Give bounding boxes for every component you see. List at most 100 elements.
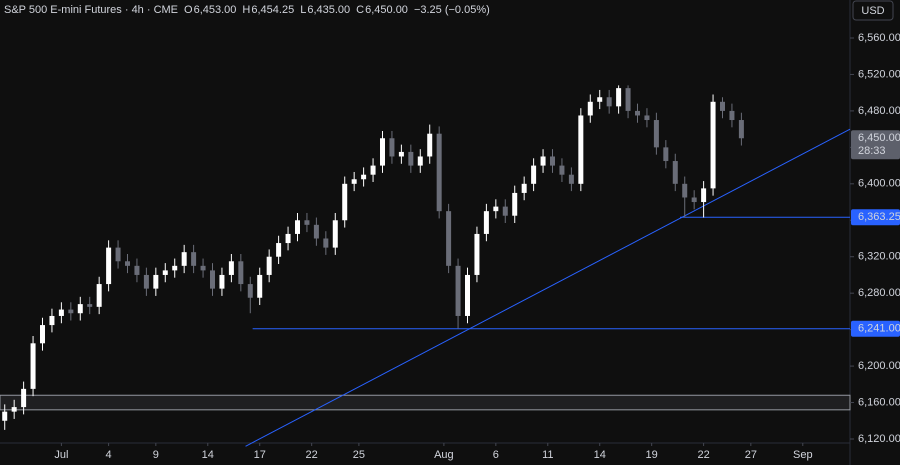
x-tick-label: 14 xyxy=(594,449,606,461)
candle-body xyxy=(635,110,640,116)
candle-body xyxy=(295,220,300,234)
candle-body xyxy=(568,174,574,184)
candle-body xyxy=(96,284,102,307)
candle-body xyxy=(247,284,253,298)
candle-body xyxy=(691,197,697,203)
candle-body xyxy=(143,274,149,289)
candle-body xyxy=(644,115,650,121)
candle-body xyxy=(578,115,584,184)
candle-body xyxy=(77,304,83,314)
ohlc-letter: O xyxy=(184,4,193,16)
level-tag xyxy=(851,209,900,226)
candle-body xyxy=(370,165,376,175)
candle-body xyxy=(87,304,93,307)
candle-body xyxy=(172,265,178,271)
candle-body xyxy=(68,309,74,314)
candle-body xyxy=(134,265,140,275)
plot-area xyxy=(0,85,851,447)
candle-body xyxy=(389,138,395,157)
candle-body xyxy=(153,274,159,289)
change: −3.25 (−0.05%) xyxy=(414,4,490,16)
candle-body xyxy=(738,120,744,139)
candle-body xyxy=(30,343,36,389)
y-tick-label: 6,520.00 xyxy=(858,68,900,80)
candle-body xyxy=(701,188,707,203)
candle-body xyxy=(559,165,565,175)
trendline xyxy=(245,128,851,447)
countdown: 28:33 xyxy=(858,145,886,157)
candle-body xyxy=(238,261,244,285)
x-tick-label: 27 xyxy=(745,449,757,461)
x-tick-label: 19 xyxy=(646,449,658,461)
x-tick-label: 22 xyxy=(306,449,318,461)
y-tick-label: 6,280.00 xyxy=(858,287,900,299)
candle-body xyxy=(483,211,489,234)
ohlc-value: 6,453.00 xyxy=(194,4,237,16)
candle-body xyxy=(200,265,206,271)
candle-body xyxy=(361,174,367,180)
currency-label[interactable]: USD xyxy=(861,5,884,17)
candle-body xyxy=(125,261,130,266)
last-price-tag xyxy=(851,130,900,160)
level-tag xyxy=(851,320,900,337)
y-tick-label: 6,200.00 xyxy=(858,360,900,372)
candle-body xyxy=(672,161,678,184)
currency-button[interactable] xyxy=(852,0,894,21)
y-tick-label: 6,400.00 xyxy=(858,178,900,190)
x-tick-label: 6 xyxy=(493,449,499,461)
candle-body xyxy=(710,101,716,189)
candle-body xyxy=(266,256,272,275)
x-tick-label: 14 xyxy=(202,449,214,461)
candle-body xyxy=(493,206,499,212)
candle-body xyxy=(181,252,187,266)
candle-body xyxy=(21,388,27,408)
x-tick-label: Jul xyxy=(54,449,68,461)
y-tick-label: 6,320.00 xyxy=(858,251,900,263)
candle-body xyxy=(606,97,612,107)
candle-body xyxy=(351,179,357,184)
candle-body xyxy=(597,97,603,102)
x-tick-label: 25 xyxy=(353,449,365,461)
candle-body xyxy=(446,211,452,266)
candle-body xyxy=(191,252,197,266)
candle-body xyxy=(625,88,631,111)
candle-body xyxy=(313,224,319,239)
level-tag-label: 6,363.25 xyxy=(858,211,900,223)
ohlc-letter: H xyxy=(242,4,250,16)
candle-body xyxy=(304,220,310,225)
candle-body xyxy=(720,101,725,111)
chart-title: S&P 500 E-mini Futures · 4h · CME xyxy=(4,4,178,16)
candle-body xyxy=(106,247,112,285)
candle-body xyxy=(58,309,64,316)
candle-body xyxy=(587,101,593,116)
candle-body xyxy=(663,147,669,162)
ohlc-value: 6,450.00 xyxy=(365,4,408,16)
x-tick-label: Sep xyxy=(793,449,813,461)
candle-body xyxy=(427,133,433,157)
x-tick-label: 9 xyxy=(153,449,159,461)
x-tick-label: 4 xyxy=(106,449,112,461)
candle-body xyxy=(474,233,480,275)
candle-body xyxy=(465,274,470,316)
ohlc-value: 6,435.00 xyxy=(307,4,350,16)
candle-body xyxy=(436,133,442,212)
candle-body xyxy=(40,325,45,344)
candle-body xyxy=(332,220,338,248)
candle-body xyxy=(455,265,461,316)
zone xyxy=(0,394,851,411)
level-tag-label: 6,241.00 xyxy=(858,323,900,335)
candle-body xyxy=(49,315,55,326)
ohlc-letter: C xyxy=(356,4,364,16)
candle-body xyxy=(408,151,414,166)
x-tick-label: 11 xyxy=(542,449,553,461)
candle-body xyxy=(729,110,735,121)
header: S&P 500 E-mini Futures · 4h · CME O 6,453… xyxy=(4,4,490,16)
axes: 6,120.006,160.006,200.006,240.006,280.00… xyxy=(54,32,900,461)
candle-body xyxy=(285,233,291,244)
candle-body xyxy=(257,274,263,298)
x-tick-label: 22 xyxy=(697,449,709,461)
candle-body xyxy=(115,247,121,262)
candle-body xyxy=(502,206,508,216)
ohlc-letter: L xyxy=(300,4,306,16)
